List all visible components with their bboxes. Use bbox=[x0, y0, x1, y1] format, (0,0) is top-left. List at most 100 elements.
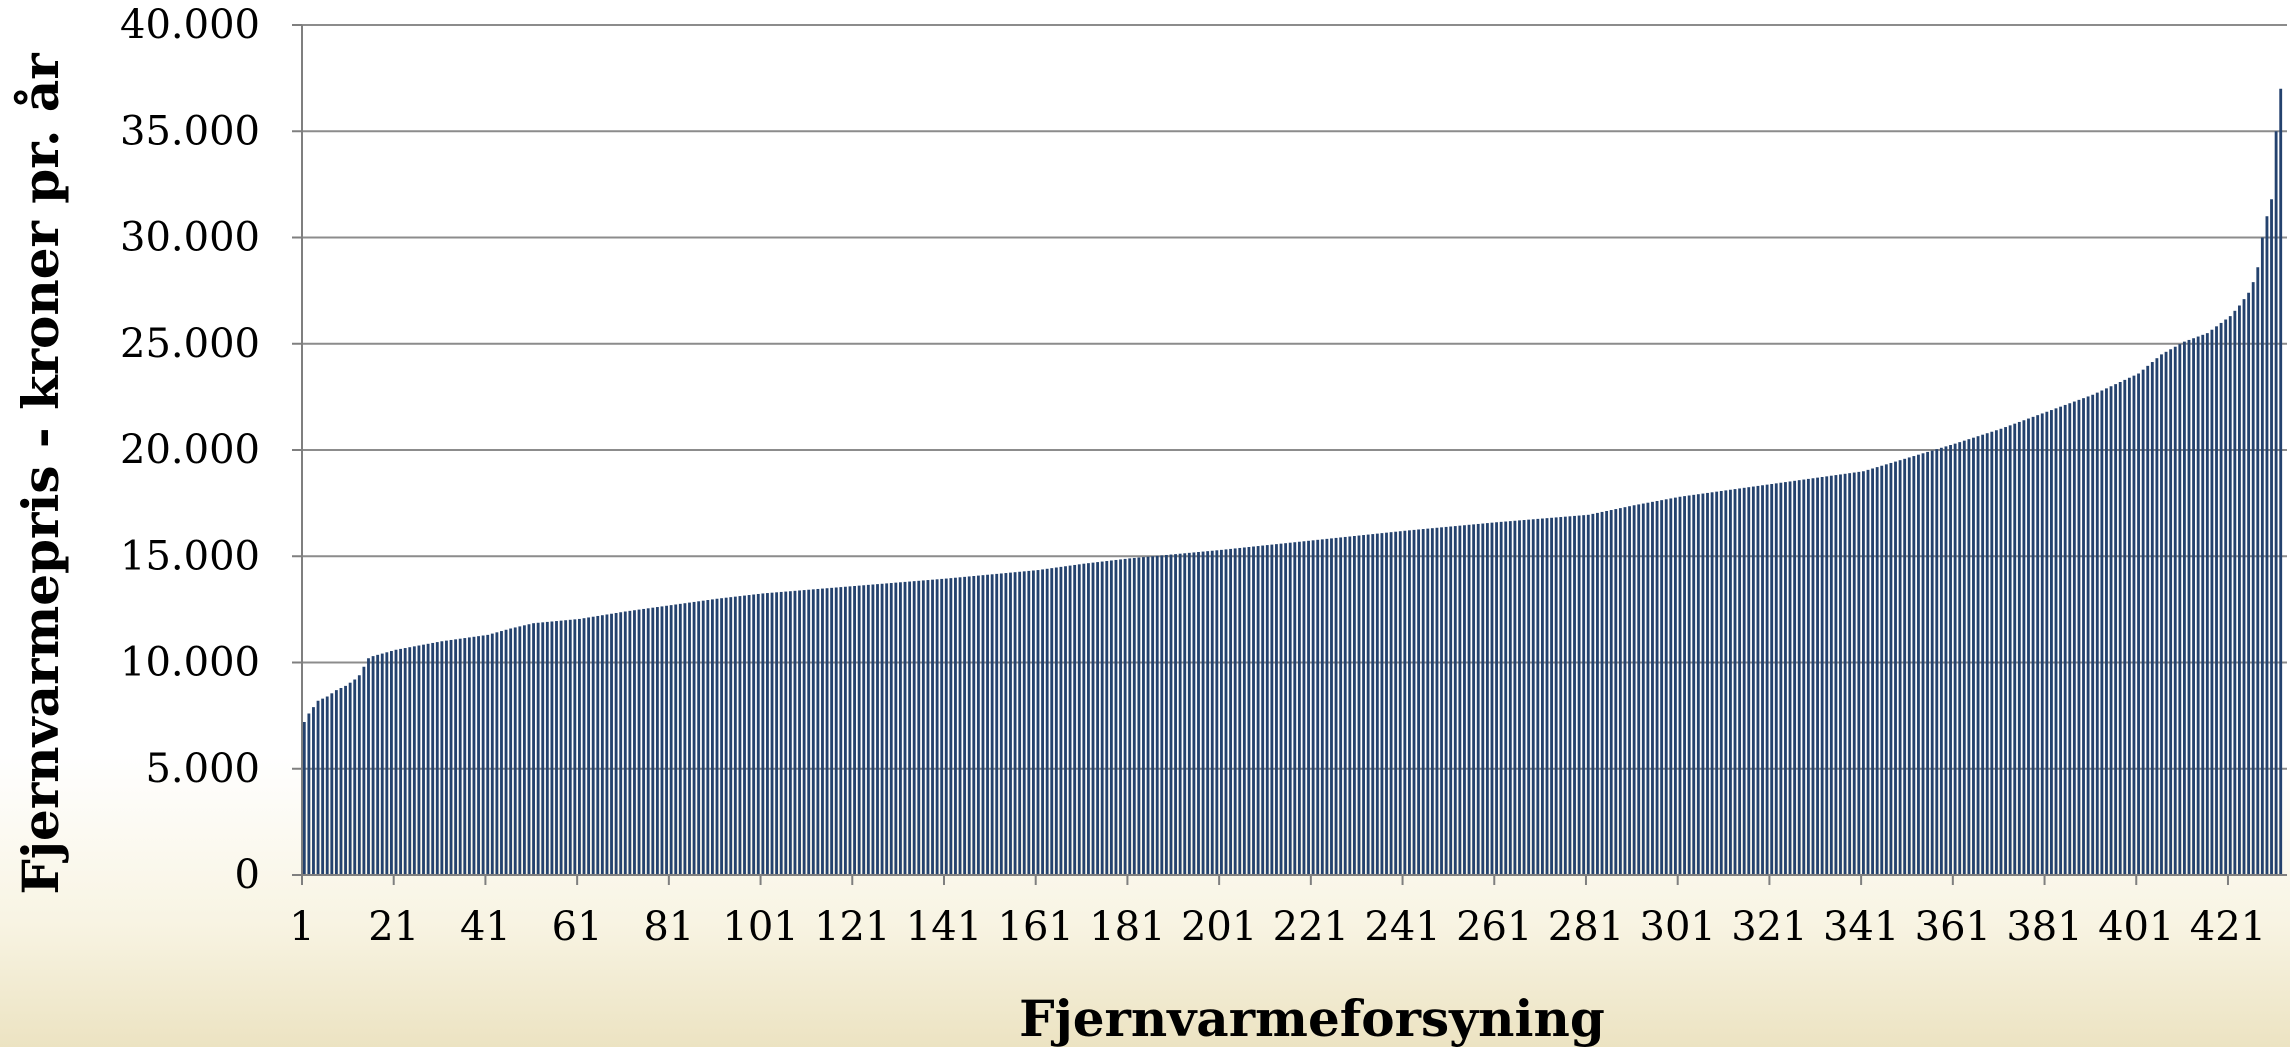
bar bbox=[697, 601, 701, 875]
bar bbox=[458, 638, 462, 875]
bar bbox=[1031, 570, 1035, 875]
y-axis-title: Fjernvarmepris - kroner pr. år bbox=[11, 53, 70, 895]
bar bbox=[1967, 439, 1971, 875]
bar bbox=[490, 633, 494, 875]
bar bbox=[1577, 515, 1581, 875]
bar bbox=[2013, 423, 2017, 875]
bar bbox=[1816, 477, 1819, 876]
bar bbox=[1903, 458, 1907, 875]
bar bbox=[2205, 333, 2209, 876]
bar bbox=[1944, 446, 1948, 875]
bar bbox=[2160, 354, 2163, 876]
bar bbox=[2091, 394, 2095, 875]
bar bbox=[1600, 511, 1604, 875]
bar bbox=[2233, 310, 2237, 875]
bar bbox=[1605, 510, 1609, 875]
bar bbox=[334, 690, 338, 876]
bar bbox=[1325, 538, 1329, 875]
bar bbox=[1687, 495, 1691, 875]
bar bbox=[353, 679, 357, 875]
bar bbox=[958, 577, 962, 875]
bar bbox=[1100, 561, 1104, 875]
bar bbox=[1394, 531, 1398, 875]
bar bbox=[935, 579, 939, 875]
bar bbox=[1541, 518, 1544, 875]
bar bbox=[2270, 199, 2273, 875]
bar bbox=[743, 595, 746, 875]
bar bbox=[1398, 531, 1402, 875]
bar bbox=[1637, 504, 1641, 875]
bar bbox=[1476, 523, 1480, 875]
bar bbox=[312, 707, 315, 876]
bar bbox=[1696, 494, 1700, 875]
bar bbox=[1935, 449, 1939, 875]
bar bbox=[568, 619, 572, 875]
bar bbox=[1288, 542, 1292, 875]
bar bbox=[1559, 517, 1563, 875]
bar bbox=[724, 597, 728, 875]
bar bbox=[316, 700, 320, 875]
x-tick-label: 381 bbox=[2006, 904, 2082, 950]
bar bbox=[646, 608, 650, 875]
bar bbox=[2182, 341, 2186, 876]
bar bbox=[1660, 500, 1664, 875]
bar bbox=[403, 648, 407, 875]
bar bbox=[788, 591, 792, 875]
bar bbox=[1641, 503, 1645, 875]
bar bbox=[1673, 497, 1677, 875]
bar bbox=[1449, 526, 1453, 875]
bar bbox=[1784, 482, 1787, 875]
bar bbox=[1632, 505, 1636, 875]
bar bbox=[1375, 533, 1379, 875]
bar bbox=[1027, 570, 1031, 875]
bar bbox=[811, 589, 815, 875]
bar bbox=[1013, 572, 1017, 875]
bar bbox=[1609, 510, 1613, 875]
bar bbox=[1380, 533, 1384, 875]
y-tick-label: 35.000 bbox=[120, 108, 260, 154]
bar bbox=[1513, 520, 1517, 875]
bar bbox=[880, 583, 884, 875]
bar bbox=[2251, 282, 2255, 876]
bar bbox=[1128, 558, 1132, 876]
bar bbox=[885, 583, 889, 875]
bar bbox=[2072, 401, 2076, 875]
bar bbox=[500, 631, 503, 875]
bar bbox=[2201, 334, 2205, 876]
bar bbox=[1664, 499, 1668, 875]
bar bbox=[752, 594, 756, 875]
bar bbox=[1889, 462, 1893, 875]
axes bbox=[292, 24, 2287, 885]
bar bbox=[1614, 509, 1618, 875]
bar bbox=[821, 588, 824, 875]
bar bbox=[1334, 537, 1338, 875]
bar bbox=[1242, 547, 1246, 875]
bar bbox=[440, 641, 444, 875]
bar bbox=[481, 635, 485, 875]
bar bbox=[1050, 568, 1054, 875]
bar bbox=[1531, 519, 1535, 875]
bar bbox=[940, 578, 944, 875]
bar bbox=[2256, 267, 2260, 875]
bar bbox=[2274, 131, 2278, 875]
bar bbox=[1261, 545, 1265, 875]
bar bbox=[756, 593, 760, 875]
bar bbox=[665, 605, 668, 875]
bar bbox=[738, 596, 742, 875]
bar bbox=[1362, 535, 1365, 875]
bar bbox=[2036, 415, 2040, 875]
bar bbox=[1857, 471, 1861, 875]
bar bbox=[1284, 543, 1288, 875]
bar bbox=[1045, 568, 1049, 875]
bar bbox=[1802, 479, 1806, 875]
bar bbox=[1618, 508, 1622, 875]
bar bbox=[807, 589, 811, 875]
bar bbox=[926, 580, 930, 875]
bar bbox=[541, 622, 545, 875]
bar bbox=[1440, 527, 1443, 875]
bar bbox=[587, 617, 591, 875]
bar bbox=[1229, 548, 1233, 875]
bar bbox=[816, 588, 820, 875]
bar bbox=[1848, 473, 1852, 875]
bar bbox=[1087, 563, 1090, 875]
